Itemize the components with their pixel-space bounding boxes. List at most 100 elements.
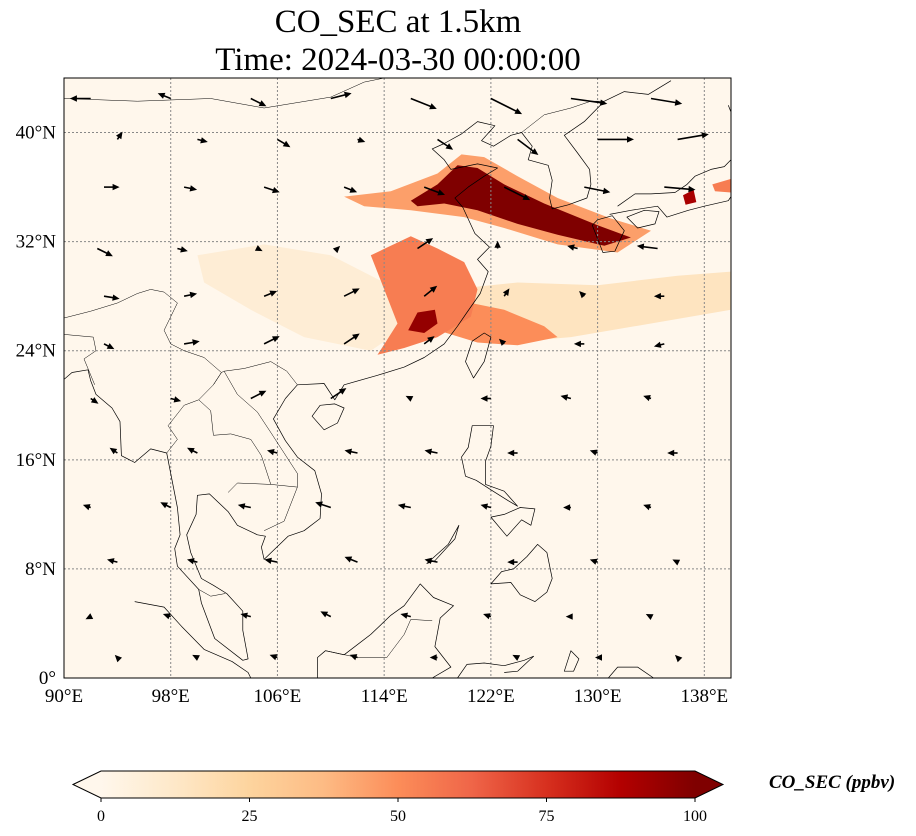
x-tick-label: 106°E — [254, 686, 302, 707]
wind-arrow — [563, 504, 571, 511]
coastline-visayas — [490, 507, 536, 537]
coastline-hainan — [311, 403, 345, 431]
coastline-china-east-coast — [297, 121, 522, 401]
colorbar-label: CO_SEC (ppbv) — [769, 772, 895, 793]
colorbar-gradient — [101, 771, 695, 798]
coastline-new-guinea — [608, 666, 654, 678]
wind-arrow — [263, 336, 280, 345]
colorbar-tick-label: 75 — [539, 808, 555, 825]
colorbar-tick-label: 100 — [683, 808, 707, 825]
wind-arrow — [343, 288, 360, 297]
wind-arrow — [480, 503, 492, 510]
wind-arrow — [567, 244, 578, 251]
wind-arrow — [269, 654, 278, 661]
y-tick-label: 24°N — [16, 341, 57, 362]
wind-arrow — [343, 333, 360, 345]
wind-arrow — [344, 556, 358, 563]
coastline-mindanao — [490, 544, 553, 602]
wind-arrow — [667, 449, 678, 457]
wind-arrow — [170, 396, 182, 403]
wind-arrow — [263, 290, 278, 297]
wind-arrow — [405, 395, 414, 402]
border-vietnam-laos — [223, 371, 298, 488]
wind-arrow — [264, 557, 278, 564]
wind-arrow — [643, 504, 652, 511]
wind-arrow — [424, 448, 438, 455]
wind-arrow — [344, 448, 358, 455]
x-tick-label: 114°E — [361, 686, 408, 707]
wind-arrow — [250, 390, 267, 400]
wind-arrow — [423, 285, 438, 297]
wind-arrow — [597, 136, 634, 143]
wind-arrow — [103, 294, 120, 301]
coastline-japan-shikoku — [626, 209, 660, 229]
border-myanmar-thailand — [64, 289, 222, 454]
wind-arrow — [330, 388, 347, 400]
wind-arrow — [116, 131, 123, 140]
wind-arrow — [423, 186, 445, 196]
wind-arrow — [187, 447, 198, 454]
wind-arrow — [672, 559, 681, 566]
wind-arrow — [254, 245, 263, 252]
wind-arrow — [517, 138, 539, 155]
wind-arrow — [183, 339, 200, 346]
border-bangladesh — [64, 334, 97, 385]
map-background — [64, 78, 731, 678]
x-tick-label: 130°E — [574, 686, 622, 707]
wind-arrow — [507, 449, 518, 457]
coastline-sakhalin-coast — [604, 80, 672, 102]
wind-arrow — [490, 97, 523, 115]
wind-arrow — [589, 449, 598, 456]
wind-arrow — [675, 654, 683, 663]
wind-arrow — [82, 504, 91, 511]
wind-arrow — [565, 613, 573, 620]
wind-arrow — [512, 654, 521, 661]
wind-arrow — [157, 92, 172, 100]
coastlines — [64, 78, 731, 678]
coastline-japan-kyushu — [591, 215, 625, 253]
wind-arrow — [343, 186, 358, 193]
coastline-luzon — [461, 425, 518, 507]
border-china-laos — [213, 370, 225, 385]
wind-arrow — [429, 654, 438, 661]
wind-arrow — [276, 138, 291, 148]
colorbar-ticks: 0 25 50 75 100 — [97, 798, 707, 825]
wind-arrow — [423, 336, 435, 345]
border-china-mongolia — [64, 78, 385, 109]
wind-arrow — [330, 91, 352, 100]
coastline-sumatra — [134, 601, 252, 678]
wind-arrow — [192, 654, 200, 661]
plume-yellow-sea-to-japan-band — [410, 165, 631, 246]
colorbar: 0 25 50 75 100 CO_SEC (ppbv) — [71, 770, 895, 825]
wind-arrow — [397, 503, 411, 510]
coastline-japan-honshu — [609, 196, 731, 218]
colorbar-tick-label: 50 — [390, 808, 406, 825]
chart-subtitle: Time: 2024-03-30 00:00:00 — [215, 42, 581, 78]
wind-arrow — [645, 614, 654, 620]
wind-arrow — [187, 558, 198, 565]
wind-arrow — [109, 447, 118, 455]
border-laos-thailand — [198, 399, 272, 485]
wind-arrow — [636, 243, 658, 250]
wind-arrow — [160, 502, 172, 509]
wind-arrow — [250, 97, 267, 107]
wind-arrow — [595, 654, 602, 661]
plume-south-china-faint — [197, 244, 411, 351]
plume-fujian-hotspot — [408, 309, 438, 333]
wind-arrow — [503, 186, 531, 201]
border-cambodia — [227, 482, 298, 531]
wind-arrow — [502, 288, 510, 297]
wind-arrow — [183, 185, 198, 192]
wind-arrow — [357, 136, 366, 143]
wind-arrow — [90, 397, 99, 404]
wind-arrow — [579, 291, 587, 299]
wind-arrow — [177, 246, 188, 253]
wind-arrow — [85, 613, 94, 620]
wind-arrow — [573, 340, 585, 348]
x-tick-label: 98°E — [152, 686, 190, 707]
colorbar-extend-max — [695, 771, 723, 798]
wind-arrow — [103, 343, 115, 350]
border-malaysia-thailand — [198, 589, 226, 597]
colorbar-tick-label: 25 — [242, 808, 258, 825]
